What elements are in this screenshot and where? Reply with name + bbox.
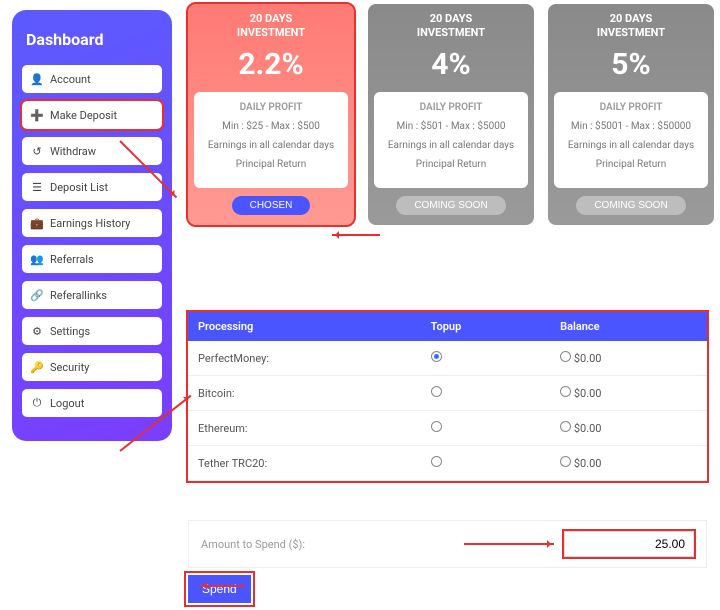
radio-icon [560, 386, 571, 397]
plan-card-1: 20 DAYSINVESTMENT 4% DAILY PROFIT Min : … [368, 4, 534, 225]
radio-icon[interactable] [431, 351, 442, 362]
plan-principal: Principal Return [380, 159, 522, 170]
plan-body: DAILY PROFIT Min : $501 - Max : $5000 Ea… [374, 92, 528, 188]
plan-range: Min : $501 - Max : $5000 [380, 121, 522, 132]
briefcase-icon: 💼 [30, 216, 44, 230]
radio-icon[interactable] [431, 456, 442, 467]
radio-icon[interactable] [431, 386, 442, 397]
key-icon: 🔑 [30, 360, 44, 374]
plan-earnings: Earnings in all calendar days [560, 140, 702, 151]
th-topup: Topup [421, 312, 551, 341]
sidebar-item-referrals[interactable]: 👥 Referrals [22, 245, 162, 273]
radio-icon [560, 421, 571, 432]
plan-range: Min : $5001 - Max : $50000 [560, 121, 702, 132]
proc-balance: $0.00 [550, 341, 707, 376]
radio-icon [560, 351, 571, 362]
plan-head: 20 DAYSINVESTMENT [374, 12, 528, 41]
list-icon: ☰ [30, 180, 44, 194]
sidebar-item-security[interactable]: 🔑 Security [22, 353, 162, 381]
sidebar: Dashboard 👤 Account ➕ Make Deposit ↺ Withdraw… [12, 10, 172, 441]
plan-principal: Principal Return [560, 159, 702, 170]
proc-name: PerfectMoney: [188, 341, 421, 376]
refresh-icon: ↺ [30, 144, 44, 158]
proc-topup[interactable] [421, 341, 551, 376]
plan-card-0: 20 DAYSINVESTMENT 2.2% DAILY PROFIT Min … [188, 4, 354, 225]
radio-icon[interactable] [431, 421, 442, 432]
plan-daily-profit: DAILY PROFIT [560, 102, 702, 113]
plan-head: 20 DAYSINVESTMENT [194, 12, 348, 41]
plan-body: DAILY PROFIT Min : $25 - Max : $500 Earn… [194, 92, 348, 188]
plan-range: Min : $25 - Max : $500 [200, 121, 342, 132]
sidebar-item-label: Account [50, 73, 91, 86]
sidebar-item-deposit-list[interactable]: ☰ Deposit List [22, 173, 162, 201]
amount-row: Amount to Spend ($): [188, 520, 707, 568]
sidebar-item-label: Withdraw [50, 145, 96, 158]
plan-body: DAILY PROFIT Min : $5001 - Max : $50000 … [554, 92, 708, 188]
th-balance: Balance [550, 312, 707, 341]
processing-table: Processing Topup Balance PerfectMoney: $… [188, 312, 707, 481]
table-row: Tether TRC20: $0.00 [188, 446, 707, 481]
proc-topup[interactable] [421, 411, 551, 446]
users-icon: 👥 [30, 252, 44, 266]
sidebar-item-label: Referallinks [50, 289, 107, 302]
gear-icon: ⚙ [30, 324, 44, 338]
table-row: PerfectMoney: $0.00 [188, 341, 707, 376]
table-row: Ethereum: $0.00 [188, 411, 707, 446]
plan-head: 20 DAYSINVESTMENT [554, 12, 708, 41]
sidebar-item-logout[interactable]: ⏻ Logout [22, 389, 162, 417]
plan-rate: 5% [554, 47, 708, 82]
sidebar-item-label: Settings [50, 325, 90, 338]
plan-rate: 4% [374, 47, 528, 82]
person-icon: 👤 [30, 72, 44, 86]
sidebar-item-label: Make Deposit [50, 109, 117, 122]
proc-balance: $0.00 [550, 411, 707, 446]
amount-label: Amount to Spend ($): [201, 538, 305, 551]
plan-earnings: Earnings in all calendar days [380, 140, 522, 151]
sidebar-item-label: Referrals [50, 253, 94, 266]
proc-topup[interactable] [421, 376, 551, 411]
proc-balance: $0.00 [550, 376, 707, 411]
sidebar-item-label: Security [50, 361, 89, 374]
sidebar-item-referallinks[interactable]: 🔗 Referallinks [22, 281, 162, 309]
power-icon: ⏻ [30, 396, 44, 410]
proc-name: Ethereum: [188, 411, 421, 446]
plan-card-2: 20 DAYSINVESTMENT 5% DAILY PROFIT Min : … [548, 4, 714, 225]
radio-icon [560, 456, 571, 467]
plan-button[interactable]: COMING SOON [576, 196, 685, 215]
proc-name: Bitcoin: [188, 376, 421, 411]
table-row: Bitcoin: $0.00 [188, 376, 707, 411]
plans-row: 20 DAYSINVESTMENT 2.2% DAILY PROFIT Min … [188, 4, 714, 225]
sidebar-item-earnings-history[interactable]: 💼 Earnings History [22, 209, 162, 237]
plan-daily-profit: DAILY PROFIT [380, 102, 522, 113]
plus-circle-icon: ➕ [30, 108, 44, 122]
sidebar-item-label: Logout [50, 397, 84, 410]
plan-daily-profit: DAILY PROFIT [200, 102, 342, 113]
th-processing: Processing [188, 312, 421, 341]
plan-button[interactable]: CHOSEN [232, 196, 311, 215]
proc-balance: $0.00 [550, 446, 707, 481]
plan-earnings: Earnings in all calendar days [200, 140, 342, 151]
sidebar-item-settings[interactable]: ⚙ Settings [22, 317, 162, 345]
plan-principal: Principal Return [200, 159, 342, 170]
spend-button[interactable]: Spend [188, 575, 251, 603]
proc-topup[interactable] [421, 446, 551, 481]
sidebar-item-make-deposit[interactable]: ➕ Make Deposit [22, 101, 162, 129]
proc-name: Tether TRC20: [188, 446, 421, 481]
sidebar-item-label: Earnings History [50, 217, 130, 230]
sidebar-item-label: Deposit List [50, 181, 108, 194]
sidebar-title: Dashboard [26, 30, 158, 49]
link-icon: 🔗 [30, 288, 44, 302]
sidebar-item-account[interactable]: 👤 Account [22, 65, 162, 93]
plan-rate: 2.2% [194, 47, 348, 82]
amount-input[interactable] [564, 531, 694, 557]
plan-button[interactable]: COMING SOON [396, 196, 505, 215]
